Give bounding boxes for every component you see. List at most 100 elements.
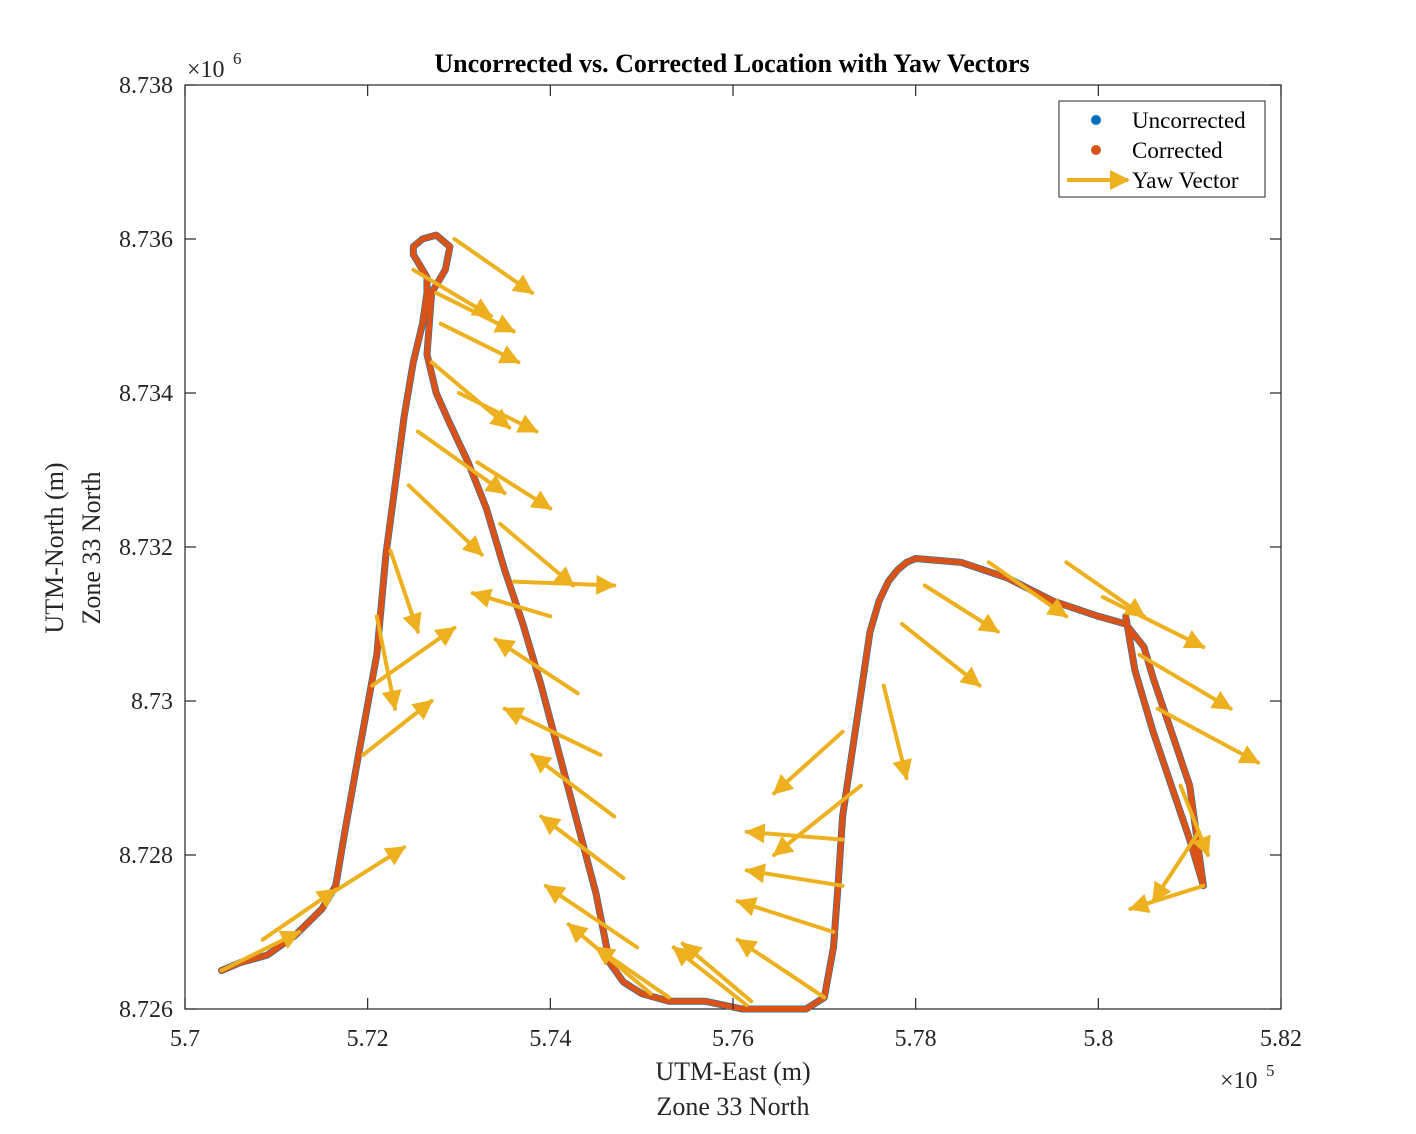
legend-marker-uncorrected (1091, 115, 1101, 125)
series-corrected-trace (218, 232, 1207, 1012)
series-corrected-point (410, 359, 417, 366)
yaw-vector-arrow (543, 883, 640, 950)
yaw-vector-arrow (452, 237, 535, 295)
y-tick-label: 8.728 (119, 843, 173, 869)
yaw-vector-arrow (1155, 706, 1261, 765)
series-corrected-point (446, 243, 453, 250)
yaw-vector-arrow (922, 583, 1000, 634)
series-corrected-point (885, 578, 892, 585)
yaw-vector-arrow (219, 930, 302, 973)
yaw-vector-arrow (594, 945, 672, 1000)
yaw-vector-arrow (1178, 783, 1211, 857)
yaw-vector-arrow (735, 937, 827, 1000)
series-corrected-point (556, 751, 563, 758)
series-corrected-point (483, 505, 490, 512)
series-corrected-point (538, 682, 545, 689)
series-corrected-point (894, 567, 901, 574)
series-corrected-point (739, 1006, 746, 1012)
chart-title: Uncorrected vs. Corrected Location with … (434, 49, 1029, 78)
series-corrected-point (410, 251, 417, 258)
series-corrected-point (839, 813, 846, 820)
yaw-vector-arrow (899, 622, 982, 688)
legend-label-yaw-vector: Yaw Vector (1132, 168, 1239, 193)
x-axis-label-line-2: Zone 33 North (656, 1092, 809, 1121)
series-corrected-point (401, 413, 408, 420)
x-tick-label: 5.8 (1083, 1026, 1113, 1052)
yaw-vector-arrow (1064, 560, 1146, 619)
series-corrected-point (620, 979, 627, 986)
series-corrected-point (392, 482, 399, 489)
series-corrected-point (903, 559, 910, 566)
x-tick-label: 5.82 (1260, 1026, 1302, 1052)
axes-box (184, 84, 1282, 1010)
x-axis-label: UTM-East (m) Zone 33 North (655, 1057, 810, 1121)
series-yaw-vector (219, 237, 1261, 1008)
x-exponent-base: ×10 (1220, 1068, 1258, 1094)
yaw-vector-arrow (374, 614, 402, 711)
yaw-vector-arrow (1151, 829, 1201, 904)
yaw-vector-arrow (475, 460, 553, 511)
yaw-vector-arrow (498, 521, 576, 588)
series-corrected-point (419, 266, 426, 273)
series-corrected-point (410, 243, 417, 250)
series-corrected-point (867, 628, 873, 635)
series-corrected-point (1122, 621, 1129, 627)
legend-entry-corrected: Corrected (1091, 138, 1223, 163)
yaw-vector-arrow (1100, 595, 1206, 650)
y-tick-label: 8.736 (119, 227, 173, 253)
series-corrected-point (382, 551, 389, 558)
x-exponent: ×10 5 (1220, 1061, 1275, 1094)
series-corrected-point (419, 320, 426, 327)
x-tick-label: 5.7 (170, 1026, 200, 1052)
series-corrected-point (593, 890, 599, 897)
series-corrected-point (442, 266, 449, 273)
x-tick-label: 5.74 (529, 1026, 571, 1052)
series-corrected-point (1150, 728, 1157, 735)
y-axis-label-line-1: UTM-North (m) (40, 462, 69, 633)
series-corrected-point (958, 559, 965, 566)
yaw-vector-arrow (502, 706, 603, 757)
y-tick-label: 8.734 (119, 381, 173, 407)
series-corrected-point (857, 690, 864, 697)
legend: Uncorrected Corrected Yaw Vector (1058, 100, 1266, 198)
series-corrected-point (1122, 613, 1129, 620)
series-corrected-point (876, 597, 883, 604)
yaw-vector-arrow (329, 845, 407, 896)
series-corrected-point (638, 990, 645, 997)
series-corrected-point (373, 651, 380, 658)
y-axis-label: UTM-North (m) Zone 33 North (40, 462, 106, 633)
series-corrected-point (319, 905, 325, 912)
x-tick-label: 5.76 (712, 1026, 754, 1052)
series-corrected-point (803, 1006, 810, 1012)
yaw-vector-arrow (772, 729, 845, 796)
yaw-vector-arrow (1137, 652, 1233, 711)
series-corrected-point (1150, 674, 1157, 681)
series-corrected-point (912, 555, 919, 562)
yaw-vector-arrow (680, 941, 754, 1004)
series-corrected-point (446, 420, 453, 427)
series-corrected-point (433, 390, 440, 396)
series-corrected-point (775, 1006, 782, 1012)
series-corrected-point (355, 751, 362, 758)
y-tick-label: 8.726 (119, 997, 173, 1023)
series-layer (218, 231, 1261, 1013)
series-corrected-point (341, 828, 348, 835)
yaw-vector-arrow (429, 360, 512, 430)
x-tick-label: 5.72 (347, 1026, 389, 1052)
series-corrected-point (666, 998, 673, 1005)
y-tick-label: 8.732 (119, 535, 173, 561)
yaw-vector-arrow (493, 637, 580, 696)
yaw-vector-arrow (415, 429, 507, 496)
yaw-vector-arrow (986, 560, 1069, 619)
series-corrected-point (1095, 613, 1102, 620)
yaw-vector-arrow (406, 483, 484, 557)
y-tick-label: 8.738 (119, 73, 173, 99)
yaw-vector-arrow (260, 887, 338, 942)
series-corrected-point (574, 821, 581, 828)
series-corrected-point (424, 351, 431, 358)
yaw-vector-arrow (744, 823, 845, 844)
y-exponent-power: 6 (233, 49, 242, 68)
series-corrected-point (1168, 782, 1175, 789)
plot-area: 5.7 5.72 5.74 5.76 5.78 5.8 5.82 8.726 8.728 8.73… (119, 73, 1302, 1052)
